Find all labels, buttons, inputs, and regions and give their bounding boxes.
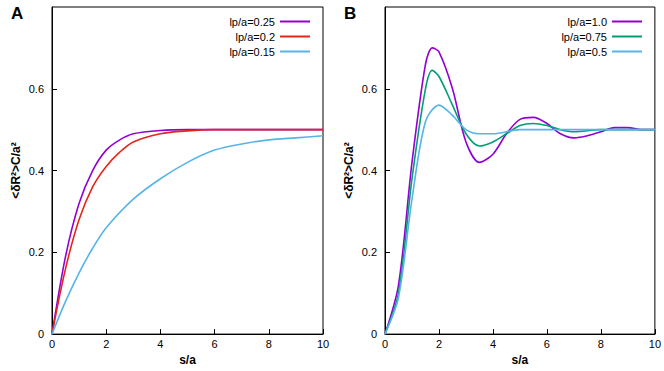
svg-text:s/a: s/a: [179, 353, 196, 367]
svg-text:10: 10: [649, 338, 661, 350]
svg-text:0.4: 0.4: [362, 165, 377, 177]
svg-text:0: 0: [371, 328, 377, 340]
svg-text:lp/a=0.75: lp/a=0.75: [561, 31, 607, 43]
svg-text:<δR²>C/a²: <δR²>C/a²: [342, 142, 356, 199]
svg-text:lp/a=0.2: lp/a=0.2: [236, 31, 275, 43]
svg-text:0: 0: [49, 338, 55, 350]
svg-text:s/a: s/a: [512, 353, 529, 367]
svg-text:0: 0: [382, 338, 388, 350]
svg-text:2: 2: [436, 338, 442, 350]
svg-text:0.4: 0.4: [29, 165, 44, 177]
svg-text:A: A: [11, 4, 23, 23]
svg-text:0.6: 0.6: [29, 83, 44, 95]
svg-text:10: 10: [317, 338, 329, 350]
svg-text:lp/a=1.0: lp/a=1.0: [568, 16, 607, 28]
svg-text:8: 8: [266, 338, 272, 350]
svg-text:4: 4: [490, 338, 496, 350]
svg-text:6: 6: [544, 338, 550, 350]
svg-text:2: 2: [103, 338, 109, 350]
svg-text:lp/a=0.5: lp/a=0.5: [568, 46, 607, 58]
svg-text:4: 4: [157, 338, 163, 350]
svg-text:0.2: 0.2: [362, 246, 377, 258]
svg-text:0.2: 0.2: [29, 246, 44, 258]
svg-text:0.6: 0.6: [362, 83, 377, 95]
svg-text:lp/a=0.15: lp/a=0.15: [229, 46, 275, 58]
svg-text:lp/a=0.25: lp/a=0.25: [229, 16, 275, 28]
svg-text:<δR²>C/a²: <δR²>C/a²: [9, 142, 23, 199]
svg-text:0: 0: [38, 328, 44, 340]
svg-text:6: 6: [212, 338, 218, 350]
svg-text:8: 8: [598, 338, 604, 350]
svg-text:B: B: [344, 4, 356, 23]
